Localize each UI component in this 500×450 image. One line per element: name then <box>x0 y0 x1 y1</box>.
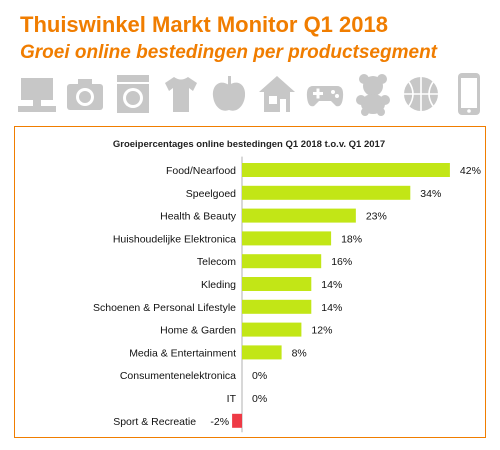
growth-bar-chart: Groeipercentages online bestedingen Q1 2… <box>93 139 481 433</box>
bar <box>242 299 312 314</box>
bar <box>242 345 282 360</box>
product-icons-row <box>18 72 488 118</box>
category-label: Schoenen & Personal Lifestyle <box>93 302 236 314</box>
category-label: Speelgoed <box>186 188 236 200</box>
category-label: Sport & Recreatie <box>113 416 196 428</box>
value-label: 14% <box>321 279 342 291</box>
value-label: 42% <box>460 165 481 177</box>
bar <box>242 322 302 337</box>
value-label: 0% <box>252 370 267 382</box>
washing-machine-icon <box>114 72 152 116</box>
value-label: 0% <box>252 393 267 405</box>
value-label: 16% <box>331 256 352 268</box>
house-icon <box>258 72 296 116</box>
value-label: 8% <box>292 347 307 359</box>
bar <box>242 277 312 291</box>
page-subtitle: Groei online bestedingen per productsegm… <box>20 42 437 63</box>
teddy-bear-icon <box>354 72 392 116</box>
computer-icon <box>18 72 56 116</box>
value-label: 12% <box>311 325 332 337</box>
apple-icon <box>210 72 248 116</box>
basketball-icon <box>402 72 440 116</box>
category-label: Consumentenelektronica <box>120 370 236 382</box>
bar <box>232 413 242 428</box>
page-title: Thuiswinkel Markt Monitor Q1 2018 <box>20 12 388 37</box>
chart-title: Groeipercentages online bestedingen Q1 2… <box>113 139 385 150</box>
category-label: Huishoudelijke Elektronica <box>113 233 236 245</box>
category-label: Telecom <box>197 256 236 268</box>
bar <box>242 185 411 200</box>
bar <box>242 163 450 177</box>
gamepad-icon <box>306 72 344 116</box>
value-label: 14% <box>321 302 342 314</box>
category-label: Food/Nearfood <box>166 165 236 177</box>
camera-icon <box>66 72 104 116</box>
category-label: Kleding <box>201 279 236 291</box>
category-label: Health & Beauty <box>160 211 237 223</box>
value-label: 23% <box>366 211 387 223</box>
category-label: Media & Entertainment <box>129 347 236 359</box>
smartphone-icon <box>450 72 488 116</box>
bar <box>242 254 322 269</box>
chart-panel: Groeipercentages online bestedingen Q1 2… <box>14 126 486 438</box>
category-label: IT <box>227 393 237 405</box>
value-label: 34% <box>420 188 441 200</box>
value-label: -2% <box>210 416 229 428</box>
bar <box>242 208 356 223</box>
value-label: 18% <box>341 233 362 245</box>
tshirt-icon <box>162 72 200 116</box>
category-label: Home & Garden <box>160 325 236 337</box>
bar <box>242 231 332 246</box>
